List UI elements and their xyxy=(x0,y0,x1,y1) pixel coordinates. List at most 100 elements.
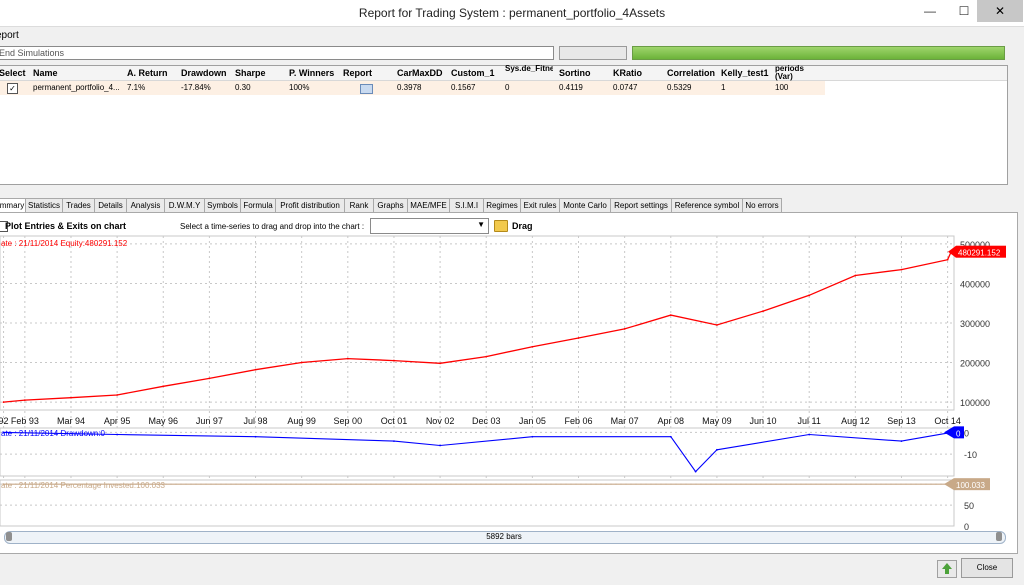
equity-point xyxy=(346,357,349,360)
equity-point xyxy=(254,368,257,371)
y-tick-label: 500000 xyxy=(960,240,990,250)
plot-entries-checkbox[interactable] xyxy=(0,221,8,232)
drawdown-point xyxy=(808,433,811,436)
equity-point xyxy=(808,294,811,297)
equity-point xyxy=(900,268,903,271)
equity-point xyxy=(854,274,857,277)
table-row[interactable]: ✓ permanent_portfolio_4... 7.1% -17.84% … xyxy=(0,81,825,95)
chart-scrollbar[interactable]: 5892 bars xyxy=(4,531,1006,544)
col-header[interactable]: periods (Var) xyxy=(775,65,804,81)
invested-legend: ate : 21/11/2014 Percentage Invested:100… xyxy=(1,481,166,490)
equity-point xyxy=(393,359,395,362)
drawdown-point xyxy=(116,433,119,436)
scroll-handle-right[interactable] xyxy=(996,532,1002,541)
equity-point xyxy=(116,394,119,396)
col-header[interactable]: Sys.de_Fitness xyxy=(505,65,553,73)
equity-point xyxy=(669,314,672,316)
drag-label[interactable]: Drag xyxy=(512,221,533,231)
x-tick-label: May 09 xyxy=(702,416,732,426)
col-header[interactable]: Select xyxy=(0,68,26,78)
row-kratio: 0.0747 xyxy=(613,83,638,92)
equity-point xyxy=(70,396,72,399)
col-header[interactable]: Kelly_test1 xyxy=(721,68,769,78)
close-button[interactable]: Close xyxy=(961,558,1013,578)
results-grid: Select Name A. Return Drawdown Sharpe P.… xyxy=(0,65,1008,185)
y-tick-label: 200000 xyxy=(960,359,990,369)
select-series-label: Select a time-series to drag and drop in… xyxy=(180,222,365,231)
drawdown-point xyxy=(393,440,395,442)
row-correlation: 0.5329 xyxy=(667,83,692,92)
x-tick-label: Mar 07 xyxy=(611,416,639,426)
col-header[interactable]: Name xyxy=(33,68,58,78)
chevron-down-icon: ▼ xyxy=(477,220,485,229)
col-header[interactable]: CarMaxDD xyxy=(397,68,443,78)
y-tick-label: 400000 xyxy=(960,279,990,289)
row-drawdown: -17.84% xyxy=(181,83,211,92)
drawdown-point xyxy=(254,435,257,438)
drawdown-point xyxy=(439,444,441,447)
report-group-label: eport xyxy=(0,30,19,41)
scroll-track[interactable] xyxy=(4,531,1006,544)
col-header[interactable]: Sharpe xyxy=(235,68,266,78)
row-sharpe: 0.30 xyxy=(235,83,251,92)
row-sys-fitness: 0 xyxy=(505,83,510,92)
bar-count: 5892 bars xyxy=(486,532,522,541)
close-window-button[interactable]: ✕ xyxy=(977,0,1023,22)
x-tick-label: Jan 05 xyxy=(519,416,546,426)
x-tick-label: Feb 06 xyxy=(564,416,592,426)
col-header[interactable]: KRatio xyxy=(613,68,642,78)
drawdown-point xyxy=(531,435,534,438)
x-tick-label: Jun 97 xyxy=(196,416,223,426)
up-arrow-icon xyxy=(942,563,952,569)
drawdown-marker xyxy=(944,426,954,439)
x-tick-label: 92 xyxy=(0,416,9,426)
row-sortino: 0.4119 xyxy=(559,83,583,92)
x-tick-label: Feb 93 xyxy=(11,416,39,426)
series-dropdown[interactable]: ▼ xyxy=(370,218,489,234)
col-header[interactable]: Report xyxy=(343,68,372,78)
col-header[interactable]: Drawdown xyxy=(181,68,227,78)
drawdown-line xyxy=(3,431,952,473)
col-header[interactable]: Correlation xyxy=(667,68,716,78)
x-tick-label: Mar 94 xyxy=(57,416,85,426)
equity-point xyxy=(162,385,165,388)
col-header[interactable]: A. Return xyxy=(127,68,168,78)
equity-value-label: 480291.152 xyxy=(958,249,1001,258)
y-tick-label: 0 xyxy=(964,428,969,438)
drawdown-point xyxy=(716,448,718,451)
plot-entries-label: Plot Entries & Exits on chart xyxy=(5,221,127,231)
drawdown-point xyxy=(2,431,5,434)
y-tick-label: -10 xyxy=(964,450,977,460)
equity-point xyxy=(531,345,534,348)
report-icon[interactable] xyxy=(360,84,373,94)
invested-value-label: 100.033 xyxy=(956,481,985,490)
folder-icon[interactable] xyxy=(494,220,508,232)
x-tick-label: Jul 98 xyxy=(244,416,268,426)
y-tick-label: 300000 xyxy=(960,319,990,329)
x-tick-label: Aug 99 xyxy=(287,416,316,426)
x-tick-label: Apr 08 xyxy=(658,416,685,426)
row-periods: 100 xyxy=(775,83,789,92)
scroll-handle-left[interactable] xyxy=(6,532,12,541)
maximize-button[interactable]: ☐ xyxy=(958,4,970,18)
invested-plot-area xyxy=(0,479,955,527)
col-header[interactable]: Custom_1 xyxy=(451,68,495,78)
up-arrow-button[interactable] xyxy=(937,560,957,578)
minimize-button[interactable]: — xyxy=(924,4,936,18)
title-bar: Report for Trading System : permanent_po… xyxy=(0,0,1024,27)
col-header[interactable]: P. Winners xyxy=(289,68,335,78)
y-tick-label: 100000 xyxy=(960,398,990,408)
drawdown-point xyxy=(900,440,903,442)
col-header[interactable]: Sortino xyxy=(559,68,591,78)
equity-value-box xyxy=(956,245,1006,258)
x-tick-label: Aug 12 xyxy=(841,416,870,426)
y-tick-label: 0 xyxy=(964,522,969,532)
x-tick-label: Jul 11 xyxy=(798,416,821,426)
row-custom1: 0.1567 xyxy=(451,83,476,92)
drawdown-point xyxy=(669,435,672,438)
x-tick-label: Apr 95 xyxy=(104,416,131,426)
status-box xyxy=(559,46,627,60)
select-checkbox[interactable]: ✓ xyxy=(7,83,18,94)
tab-no-errors[interactable]: No errors xyxy=(742,198,782,212)
